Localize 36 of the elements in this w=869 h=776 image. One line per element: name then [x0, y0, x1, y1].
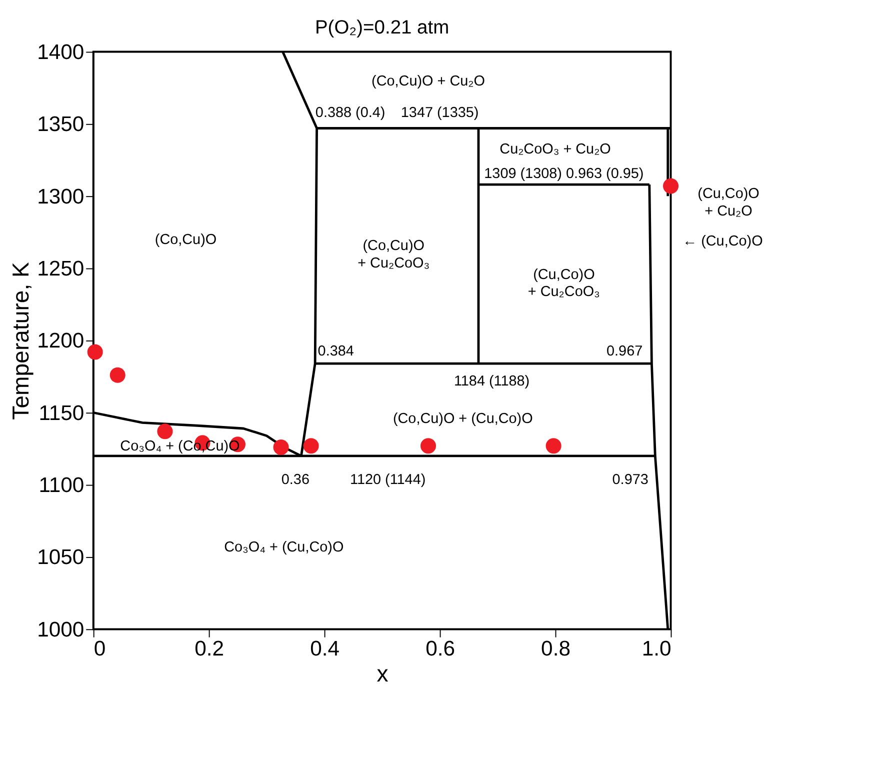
x-tick-label: 0.2: [194, 638, 224, 661]
annotation: 0.388 (0.4): [315, 105, 386, 122]
annotation: Cu₂CoO₃ + Cu₂O: [500, 141, 611, 158]
annotation: 1309 (1308) 0.963 (0.95): [484, 166, 644, 182]
x-tick-label: 1.0: [642, 638, 672, 661]
annotation: (Co,Cu)O + Cu₂O: [372, 73, 485, 90]
annotation: 0.384: [318, 343, 354, 360]
annotation: Co₃O₄ + (Cu,Co)O: [224, 540, 344, 556]
y-tick-label: 1000: [37, 618, 84, 642]
annotation: 1120 (1144): [350, 472, 426, 488]
annotation: 0.967: [606, 343, 643, 360]
annotation: 0.36: [281, 472, 310, 488]
y-tick-label: 1350: [37, 113, 84, 136]
x-tick-label: 0.8: [541, 638, 570, 661]
y-tick-label: 1300: [37, 185, 84, 208]
annotation: (Cu,Co)O + Cu₂CoO₃: [528, 266, 600, 300]
annotation: 0.973: [612, 472, 648, 488]
x-axis-title: x: [376, 660, 389, 687]
annotation: 1184 (1188): [454, 374, 530, 390]
y-tick-label: 1150: [38, 402, 84, 425]
x-tick-label: 0.6: [426, 638, 455, 661]
y-tick-label: 1050: [37, 546, 84, 570]
y-axis-title: Temperature, K: [7, 261, 34, 420]
chart-title: P(O₂)=0.21 atm: [314, 17, 450, 38]
annotation: 1347 (1335): [400, 105, 479, 122]
y-tick-label: 1100: [38, 474, 84, 498]
annotation: (Co,Cu)O + Cu₂CoO₃: [358, 238, 430, 272]
x-tick-label: 0.4: [310, 638, 340, 661]
text: ← (Cu,Co)O: [682, 234, 763, 250]
text: (Cu,Co)O + Cu₂O: [698, 186, 760, 220]
annotation: (Co,Cu)O + (Cu,Co)O: [392, 411, 533, 428]
annotation: (Co,Cu)O: [154, 232, 217, 248]
x-tick-label: 0: [94, 638, 106, 661]
y-tick-label: 1400: [37, 40, 84, 64]
y-tick-label: 1250: [37, 257, 84, 280]
y-tick-label: 1200: [37, 330, 84, 353]
